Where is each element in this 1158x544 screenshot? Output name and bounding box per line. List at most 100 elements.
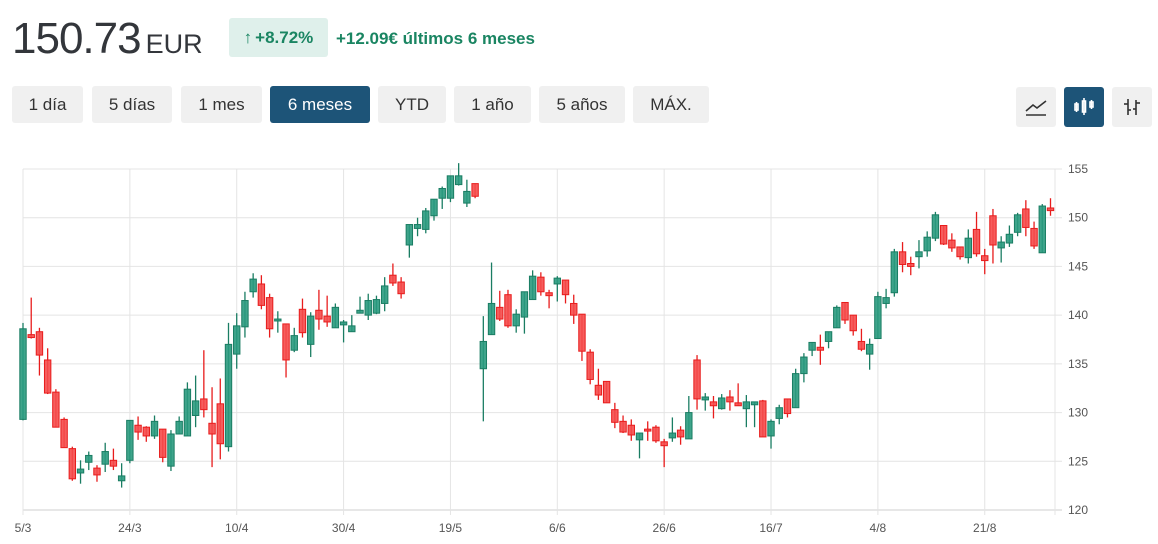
candle-body [85, 454, 93, 463]
candle-up [668, 417, 677, 442]
price-display: 150.73 EUR [12, 14, 203, 64]
candle-body [1030, 227, 1038, 247]
candle-up [487, 262, 496, 336]
x-tick-label: 6/6 [549, 521, 566, 535]
candle-down [504, 289, 512, 328]
candle-down [816, 334, 825, 365]
line-chart-button[interactable] [1016, 87, 1056, 127]
candle-body [800, 356, 808, 375]
candle-body [249, 278, 257, 293]
candle-body [528, 275, 537, 301]
candle-body [701, 396, 709, 401]
candle-body [824, 331, 833, 342]
candle-down [43, 348, 52, 395]
candle-up [808, 341, 816, 357]
candle-up [923, 231, 931, 257]
candle-down [652, 425, 660, 443]
candle-body [1005, 233, 1014, 244]
candle-body [685, 412, 693, 440]
candle-up [372, 295, 381, 315]
range-1-year-button[interactable]: 1 año [454, 86, 531, 123]
candle-down [142, 426, 151, 442]
candle-body [734, 402, 742, 407]
candle-up [800, 353, 808, 383]
candle-body [413, 224, 422, 229]
candle-body [594, 384, 603, 396]
range-6-months-button[interactable]: 6 meses [270, 86, 370, 123]
candle-down [265, 293, 274, 338]
candle-down [972, 211, 981, 257]
y-tick-label: 120 [1068, 503, 1088, 517]
candle-up [964, 229, 972, 264]
candle-up [290, 327, 298, 353]
candle-body [1013, 214, 1022, 233]
candle-body [1046, 207, 1055, 212]
range-ytd-button[interactable]: YTD [378, 86, 446, 123]
candle-up [791, 368, 800, 409]
range-max-button[interactable]: MÁX. [633, 86, 709, 123]
candle-up [528, 270, 537, 301]
x-tick-label: 5/3 [15, 521, 32, 535]
candle-up [750, 401, 759, 428]
y-tick-label: 140 [1068, 308, 1088, 322]
candle-down [644, 421, 652, 441]
range-5-days-button[interactable]: 5 días [92, 86, 172, 123]
candle-up [833, 305, 841, 329]
candle-body [282, 323, 290, 361]
candle-down [397, 277, 405, 299]
candle-body [627, 424, 635, 436]
candle-up [874, 291, 882, 340]
candle-down [989, 208, 997, 264]
candle-body [323, 315, 331, 323]
line-chart-icon [1025, 100, 1047, 116]
candle-down [561, 279, 570, 304]
candle-up [167, 430, 175, 472]
candle-up [865, 338, 874, 370]
range-1-day-button[interactable]: 1 día [12, 86, 83, 123]
candle-body [463, 190, 471, 204]
candle-up [718, 394, 726, 410]
candle-down [578, 313, 586, 361]
candle-body [718, 397, 726, 410]
candle-up [19, 322, 27, 421]
candle-down [1022, 200, 1030, 237]
candle-down [841, 301, 849, 324]
candle-body [233, 325, 241, 355]
candle-body [742, 401, 751, 410]
candle-down [315, 289, 323, 330]
candle-up [356, 296, 364, 314]
candlestick-chart-button[interactable] [1064, 87, 1104, 127]
candle-body [364, 300, 372, 316]
candle-up [775, 404, 783, 425]
candle-body [660, 441, 668, 447]
candle-down [594, 368, 603, 400]
candle-up [249, 273, 257, 298]
x-tick-label: 10/4 [225, 521, 249, 535]
candle-body [216, 403, 224, 445]
range-1-month-button[interactable]: 1 mes [181, 86, 262, 123]
candle-body [331, 306, 340, 329]
candle-down [627, 419, 635, 441]
candle-up [380, 277, 389, 312]
candle-body [438, 187, 446, 199]
candle-body [816, 346, 825, 351]
candle-up [553, 276, 561, 302]
candle-down [939, 225, 948, 245]
candle-body [422, 210, 430, 230]
candle-body [200, 398, 208, 411]
candle-body [578, 313, 586, 352]
candle-body [265, 297, 274, 330]
candle-body [611, 409, 619, 423]
candle-body [907, 263, 915, 267]
candle-down [159, 428, 167, 463]
candle-body [841, 301, 849, 321]
candle-down [857, 328, 866, 352]
candle-down [35, 327, 44, 376]
range-5-years-button[interactable]: 5 años [539, 86, 625, 123]
candle-body [348, 325, 356, 333]
candle-up [767, 419, 775, 449]
candle-up [331, 303, 340, 329]
ohlc-chart-button[interactable] [1112, 87, 1152, 127]
candle-up [1005, 225, 1014, 247]
